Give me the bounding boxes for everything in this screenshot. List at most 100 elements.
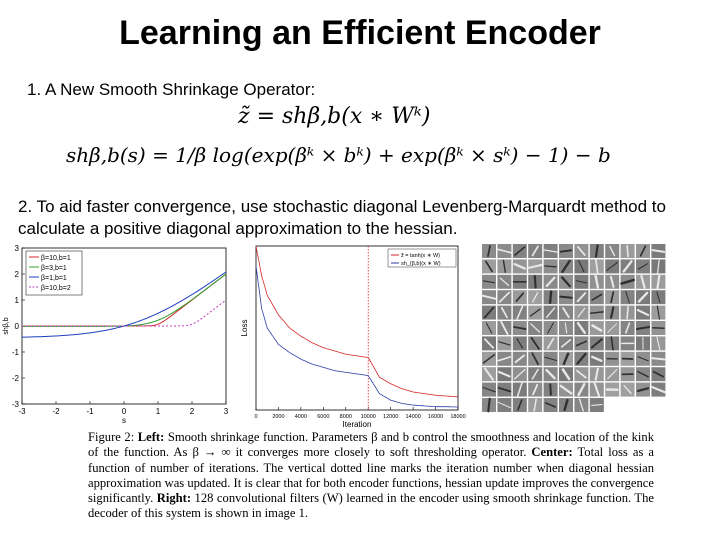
filter-stroke [515, 292, 524, 302]
caption-right-label: Right: [156, 491, 192, 506]
filter-stroke [637, 356, 649, 362]
filter-stroke [610, 306, 615, 319]
filter-stroke [637, 370, 649, 378]
filter-stroke [591, 355, 603, 362]
filter-stroke [625, 322, 631, 334]
filter-stroke [547, 322, 554, 334]
caption-center-text: Total loss as a function of number of it… [88, 445, 654, 506]
filter-stroke [561, 276, 571, 288]
filter-stroke [576, 321, 587, 335]
filter-stroke [484, 367, 494, 381]
y-tick-label: -1 [12, 348, 20, 357]
legend-label: β=10,b=1 [41, 255, 71, 262]
filter-stroke [559, 295, 573, 299]
filter-stroke [595, 258, 599, 274]
filter-stroke [607, 323, 618, 333]
filter-stroke [497, 401, 511, 409]
x-axis-label: s [122, 416, 126, 424]
filter-stroke [623, 385, 632, 395]
legend-label: β=1,b=1 [41, 275, 67, 282]
y-axis-label: Loss [240, 320, 249, 337]
filter-stroke [636, 387, 650, 392]
filter-stroke [656, 305, 661, 320]
legend-box [25, 250, 83, 296]
y-tick-label: 3 [15, 244, 20, 253]
x-tick-label: 14000 [405, 414, 420, 420]
filter-stroke [576, 352, 587, 365]
filter-stroke [482, 280, 496, 284]
shrinkage-equation: shβ,b(s) = 1/β log(exp(βᵏ × bᵏ) + exp(βᵏ… [66, 143, 611, 167]
point-one-text: 1. A New Smooth Shrinkage Operator: [27, 80, 316, 99]
filter-stroke [635, 326, 651, 330]
filter-stroke [594, 367, 599, 381]
legend-label: sh_{β,b}(x ∗ W) [401, 261, 441, 267]
legend-label: β=10,b=2 [41, 285, 71, 292]
filter-stroke [530, 337, 540, 350]
filter-stroke [498, 341, 511, 346]
filter-stroke [514, 246, 526, 256]
x-tick-label: -2 [52, 407, 60, 416]
filter-stroke [657, 259, 660, 274]
filter-stroke [529, 308, 541, 317]
filter-stroke [496, 248, 512, 254]
filter-stroke [531, 245, 539, 257]
loss-vs-iteration-chart: 0 2000 4000 6000 8000 10000 12000 14000 16000 180… [240, 245, 466, 428]
x-tick-label: 0 [254, 414, 257, 420]
filter-stroke [651, 386, 666, 394]
filter-stroke [545, 276, 556, 288]
filter-stroke [545, 307, 556, 319]
filter-stroke [548, 290, 553, 304]
filter-stroke [545, 368, 556, 380]
caption-lead: Figure 2: [88, 430, 138, 444]
filter-stroke [532, 291, 539, 303]
point-two-text: 2. To aid faster convergence, use stocha… [18, 197, 666, 238]
filter-stroke [513, 326, 527, 330]
filter-stroke [577, 382, 586, 397]
filter-stroke [620, 278, 635, 285]
filter-stroke [497, 356, 512, 362]
filter-stroke [502, 259, 506, 273]
filter-stroke [559, 249, 573, 253]
filter-stroke [610, 291, 615, 304]
filter-stroke [564, 322, 568, 334]
x-tick-label: 1 [156, 407, 161, 416]
filter-stroke [487, 245, 491, 257]
x-tick-label: 4000 [295, 414, 307, 420]
filter-stroke [576, 292, 587, 303]
filter-stroke [549, 383, 552, 396]
filter-stroke [545, 402, 557, 408]
filter-stroke [516, 382, 523, 397]
x-axis-label: Iteration [343, 420, 372, 428]
filter-stroke [530, 323, 541, 333]
filter-stroke [485, 260, 493, 273]
x-tick-label: 2000 [272, 414, 284, 420]
x-tick-label: 16000 [428, 414, 443, 420]
filter-stroke [562, 352, 570, 366]
x-tick-label: 2 [190, 407, 195, 416]
filter-stroke [561, 259, 571, 273]
y-tick-label: 1 [15, 296, 20, 305]
filter-stroke [625, 291, 630, 304]
caption-right-text: 128 convolutional filters (W) learned in… [88, 491, 655, 521]
filter-stroke [484, 338, 495, 349]
filter-stroke [589, 311, 604, 315]
filter-stroke [626, 305, 629, 320]
filter-stroke [656, 291, 661, 303]
x-tick-label: 3 [224, 407, 229, 416]
filter-stroke [561, 368, 571, 381]
y-tick-label: 2 [15, 270, 20, 279]
filter-stroke [594, 274, 600, 289]
filter-stroke [575, 340, 587, 347]
x-tick-label: 8000 [340, 414, 352, 420]
filter-stroke [563, 398, 569, 412]
filter-stroke [609, 275, 615, 288]
filter-stroke [609, 245, 616, 257]
filter-stroke [485, 322, 493, 334]
filter-stroke [578, 260, 585, 273]
filter-stroke [544, 265, 557, 268]
shrinkage-function-chart: -3 -2 -1 0 1 2 3 -3 -2 -1 0 1 2 3 s shβ,b β=10,b=1 β=3,b=… [3, 244, 229, 424]
filter-stroke [656, 336, 661, 351]
filter-stroke [544, 356, 557, 361]
filter-stroke [637, 291, 649, 303]
filter-stroke [578, 398, 584, 412]
